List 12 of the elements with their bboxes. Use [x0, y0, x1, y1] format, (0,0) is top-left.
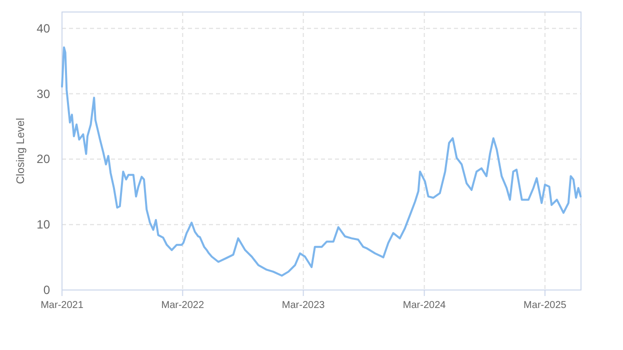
y-axis-title: Closing Level	[15, 118, 27, 184]
y-tick-label: 40	[36, 21, 50, 36]
line-series	[61, 46, 582, 277]
x-tick-label: Mar-2023	[282, 300, 326, 311]
y-tick-label: 20	[36, 152, 50, 166]
x-tick-label: Mar-2021	[40, 300, 84, 311]
y-tick-label: 10	[36, 218, 50, 232]
x-tick-label: Mar-2025	[524, 300, 567, 311]
y-tick-label: 0	[43, 283, 50, 297]
y-tick-label: 30	[36, 86, 50, 101]
x-tick-label: Mar-2022	[161, 300, 204, 311]
x-tick-label: Mar-2024	[402, 300, 446, 311]
